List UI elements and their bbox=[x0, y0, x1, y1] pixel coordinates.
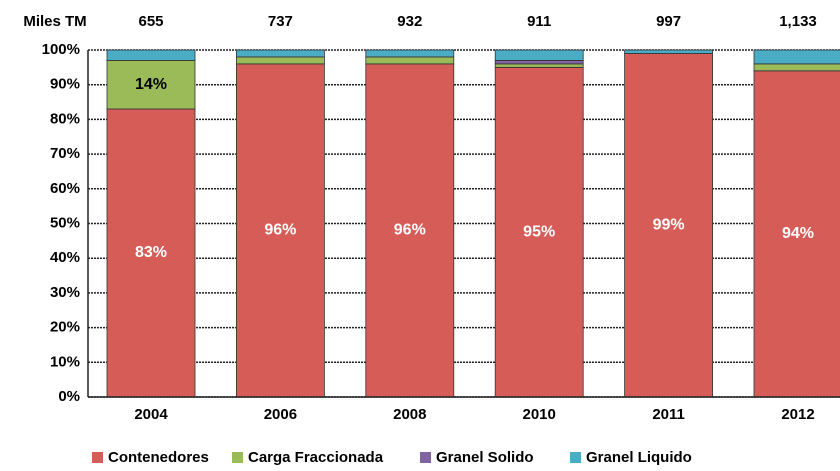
value-label: 83% bbox=[135, 244, 167, 261]
bar-segment bbox=[494, 60, 584, 65]
bar-segment bbox=[106, 60, 196, 110]
bar-segment bbox=[494, 63, 584, 68]
x-tick-label: 2010 bbox=[523, 406, 556, 423]
total-header: Miles TM bbox=[23, 13, 86, 30]
bar-segment bbox=[753, 63, 840, 72]
legend-label: Granel Liquido bbox=[586, 449, 692, 466]
legend-label: Contenedores bbox=[108, 449, 209, 466]
y-tick-label: 30% bbox=[50, 284, 80, 301]
bar-segment bbox=[753, 49, 840, 65]
bar-segment bbox=[365, 56, 455, 65]
y-tick-label: 100% bbox=[42, 41, 80, 58]
x-tick-label: 2004 bbox=[134, 406, 168, 423]
value-label: 99% bbox=[653, 216, 685, 233]
value-label: 96% bbox=[264, 222, 296, 239]
legend-swatch bbox=[92, 452, 103, 463]
x-tick-label: 2012 bbox=[781, 406, 814, 423]
value-label: 95% bbox=[523, 223, 555, 240]
y-tick-label: 10% bbox=[50, 353, 80, 370]
x-tick-label: 2008 bbox=[393, 406, 426, 423]
y-tick-label: 40% bbox=[50, 249, 80, 266]
legend-swatch bbox=[420, 452, 431, 463]
value-label: 14% bbox=[135, 76, 167, 93]
x-tick-label: 2011 bbox=[652, 406, 685, 423]
x-tick-label: 2006 bbox=[264, 406, 297, 423]
bar-segment bbox=[106, 49, 196, 61]
total-label: 997 bbox=[656, 13, 681, 30]
bar-segment bbox=[235, 56, 325, 65]
value-label: 96% bbox=[394, 222, 426, 239]
legend-label: Carga Fraccionada bbox=[248, 449, 384, 466]
total-label: 1,133 bbox=[779, 13, 817, 30]
y-tick-label: 60% bbox=[50, 180, 80, 197]
value-label: 94% bbox=[782, 225, 814, 242]
bar-segment bbox=[624, 53, 713, 398]
total-label: 911 bbox=[527, 13, 551, 30]
y-tick-label: 50% bbox=[50, 214, 80, 231]
bar-segment bbox=[365, 63, 455, 398]
bar-segment bbox=[235, 63, 325, 398]
y-tick-label: 0% bbox=[58, 388, 80, 405]
legend-label: Granel Solido bbox=[436, 449, 534, 466]
bar-segment bbox=[106, 108, 196, 398]
total-label: 655 bbox=[138, 13, 163, 30]
bar-segment bbox=[494, 49, 584, 61]
bar-segment bbox=[365, 49, 455, 58]
y-tick-label: 90% bbox=[50, 76, 80, 93]
total-label: 737 bbox=[268, 13, 293, 30]
y-tick-label: 80% bbox=[50, 110, 80, 127]
bar-segment bbox=[624, 49, 713, 54]
legend-swatch bbox=[232, 452, 243, 463]
legend-swatch bbox=[570, 452, 581, 463]
y-tick-label: 20% bbox=[50, 319, 80, 336]
total-label: 932 bbox=[397, 13, 422, 30]
bar-segment bbox=[494, 66, 584, 398]
bar-segment bbox=[753, 70, 840, 398]
bar-segment bbox=[235, 49, 325, 58]
y-tick-label: 70% bbox=[50, 145, 80, 162]
